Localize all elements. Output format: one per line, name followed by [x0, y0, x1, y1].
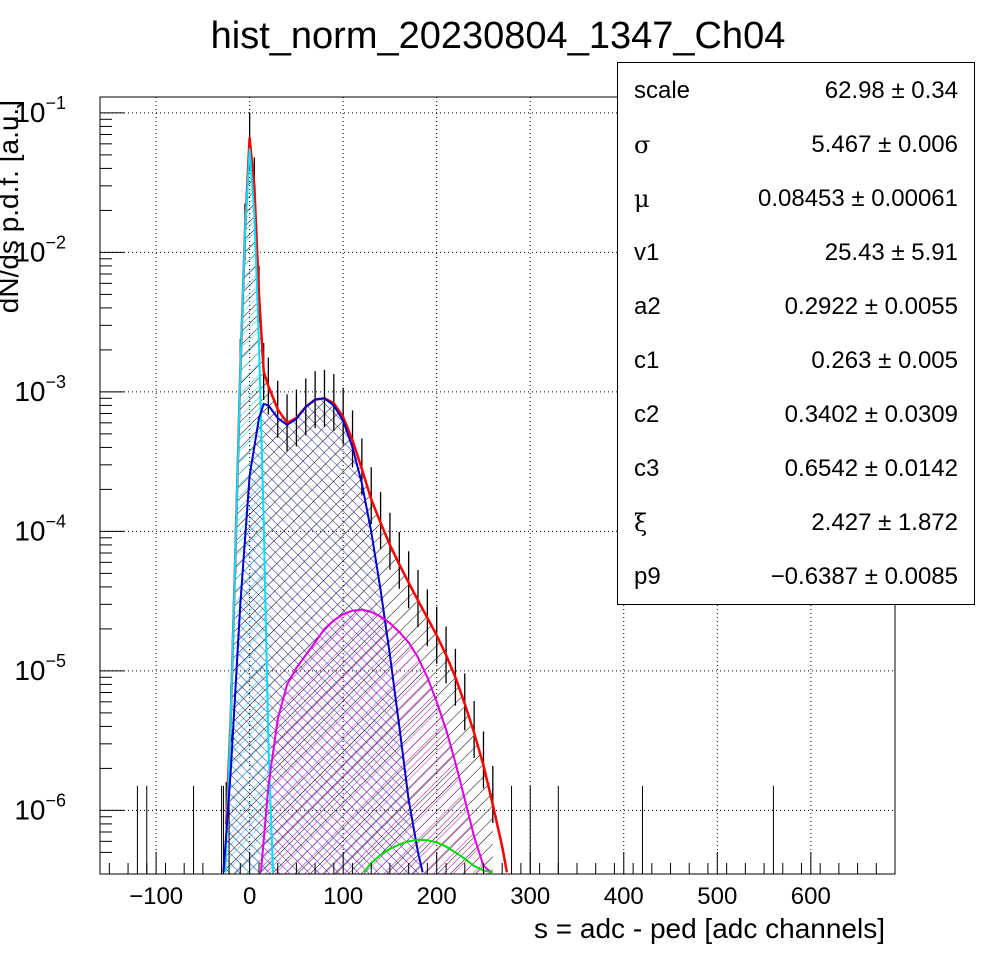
x-tick-label: 300 [510, 883, 550, 910]
param-name: μ [634, 185, 650, 213]
chart-title: hist_norm_20230804_1347_Ch04 [211, 15, 786, 57]
param-name: c1 [634, 347, 660, 374]
param-value: 5.467 ± 0.006 [811, 131, 958, 158]
param-name: c2 [634, 401, 660, 428]
total-fit-line [225, 136, 509, 873]
stats-row: μ 0.08453 ± 0.00061 [618, 171, 974, 225]
y-tick-label: 10−1 [14, 93, 66, 128]
param-value: 0.6542 ± 0.0142 [784, 455, 958, 482]
fit-stats-box: scale 62.98 ± 0.34 σ 5.467 ± 0.006 μ 0.08453 … [617, 62, 975, 605]
param-value: 0.08453 ± 0.00061 [757, 185, 958, 212]
stats-row: v1 25.43 ± 5.91 [618, 225, 974, 279]
param-name: c3 [634, 455, 660, 482]
param-value: 0.3402 ± 0.0309 [784, 401, 958, 428]
stats-row: a2 0.2922 ± 0.0055 [618, 279, 974, 333]
y-axis-ticks: 10−6 10−5 10−4 10−3 10−2 10−1 [14, 93, 124, 853]
stats-row: c2 0.3402 ± 0.0309 [618, 387, 974, 441]
two-pe-fill [260, 609, 491, 874]
param-value: 0.2922 ± 0.0055 [784, 293, 958, 320]
x-tick-label: 600 [791, 883, 831, 910]
y-tick-label: 10−4 [14, 511, 66, 546]
two-pe-line [259, 608, 492, 874]
stats-row: σ 5.467 ± 0.006 [618, 117, 974, 171]
param-name: a2 [634, 293, 661, 320]
y-tick-label: 10−3 [14, 372, 66, 407]
stats-row: p9 −0.6387 ± 0.0085 [618, 549, 974, 603]
param-name: ξ [634, 509, 648, 537]
x-axis-ticks: −100 0 100 200 300 400 500 600 [108, 852, 877, 910]
x-tick-label: 500 [697, 883, 737, 910]
component-fills [223, 140, 493, 874]
stats-row: c1 0.263 ± 0.005 [618, 333, 974, 387]
x-tick-label: 100 [323, 883, 363, 910]
stats-row: c3 0.6542 ± 0.0142 [618, 441, 974, 495]
three-pe-line [363, 838, 493, 874]
param-value: −0.6387 ± 0.0085 [770, 563, 958, 590]
param-name: scale [634, 77, 691, 104]
param-value: 2.427 ± 1.872 [811, 509, 958, 536]
y-tick-label: 10−5 [14, 651, 66, 686]
x-axis-label: s = adc - ped [adc channels] [534, 913, 885, 944]
param-value: 25.43 ± 5.91 [824, 239, 958, 266]
param-value: 62.98 ± 0.34 [824, 77, 958, 104]
param-name: σ [634, 131, 651, 159]
x-tick-label: 0 [243, 883, 256, 910]
stats-row: ξ 2.427 ± 1.872 [618, 495, 974, 549]
y-tick-label: 10−2 [14, 232, 66, 267]
param-name: p9 [634, 563, 661, 590]
pedestal-line [224, 148, 274, 873]
y-axis-label: dN/ds p.d.f. [a.u.] [0, 100, 24, 313]
single-pe-line [222, 397, 424, 873]
series-lines [136, 112, 895, 874]
y-tick-label: 10−6 [14, 790, 66, 825]
x-tick-label: 200 [417, 883, 457, 910]
x-tick-label: −100 [129, 883, 183, 910]
param-value: 0.263 ± 0.005 [811, 347, 958, 374]
x-tick-label: 400 [604, 883, 644, 910]
stats-row: scale 62.98 ± 0.34 [618, 63, 974, 117]
param-name: v1 [634, 239, 660, 266]
